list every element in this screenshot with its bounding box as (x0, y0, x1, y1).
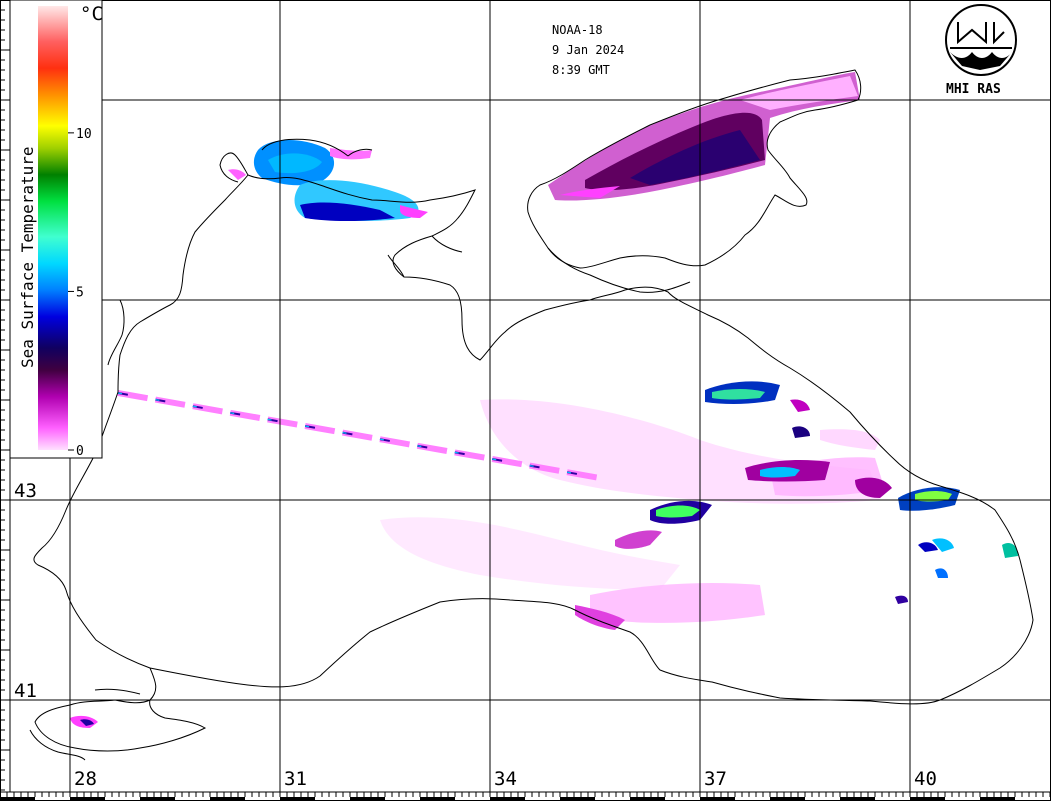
colorbar-gradient (38, 6, 68, 450)
swath-artifacts (117, 390, 601, 481)
acquisition-date: 9 Jan 2024 (552, 43, 624, 57)
colorbar-title: Sea Surface Temperature (18, 146, 37, 368)
lon-label: 34 (494, 768, 517, 790)
mhi-ras-logo: MHI RAS (945, 4, 1017, 97)
colorbar-unit: °C (80, 3, 103, 25)
lon-label: 28 (74, 768, 97, 790)
lat-label: 43 (14, 480, 37, 502)
colorbar-ticks: 0 5 10 (68, 127, 92, 459)
coastline (29, 69, 1034, 761)
colorbar-tick-label: 5 (76, 285, 84, 300)
colorbar-tick-label: 10 (76, 127, 92, 142)
colorbar-tick-label: 0 (76, 444, 84, 459)
lon-label: 37 (704, 768, 727, 790)
sst-patches (70, 72, 1018, 728)
lat-label: 41 (14, 680, 37, 702)
acquisition-time: 8:39 GMT (552, 63, 610, 77)
satellite-name: NOAA-18 (552, 23, 603, 37)
lon-label: 40 (914, 768, 937, 790)
grid-labels: 28 31 34 37 40 43 41 (14, 480, 937, 790)
colorbar: Sea Surface Temperature °C 0 5 10 (9, 0, 103, 459)
header: NOAA-18 9 Jan 2024 8:39 GMT (552, 23, 624, 77)
lon-label: 31 (284, 768, 307, 790)
logo-text: MHI RAS (946, 82, 1001, 97)
